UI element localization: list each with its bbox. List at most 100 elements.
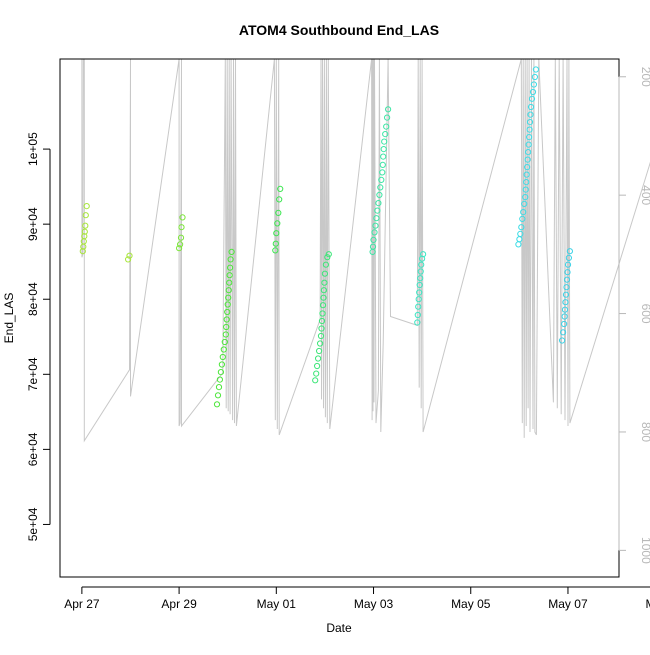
data-point	[566, 248, 574, 255]
data-point	[420, 251, 427, 258]
data-point	[214, 392, 222, 399]
y-tick-label: 6e+04	[26, 432, 40, 466]
x-tick-label: Apr 27	[64, 597, 100, 611]
data-point	[379, 169, 386, 176]
data-point	[379, 161, 386, 168]
data-point	[564, 261, 572, 268]
data-point	[524, 156, 531, 163]
right-tick-label: 800	[639, 422, 650, 442]
data-point	[523, 171, 530, 178]
data-point	[418, 261, 425, 268]
x-tick-label: May 07	[548, 597, 588, 611]
data-point	[228, 248, 235, 255]
data-points-layer	[79, 66, 574, 408]
data-point	[320, 294, 327, 301]
data-point	[277, 185, 284, 192]
data-point	[216, 376, 223, 383]
y-tick-label: 9e+04	[26, 207, 40, 241]
data-point	[525, 141, 532, 148]
data-point	[318, 317, 326, 325]
x-tick-label: May 09	[645, 597, 650, 611]
data-point	[564, 269, 571, 276]
data-point	[561, 320, 568, 328]
data-point	[417, 268, 424, 275]
data-point	[325, 251, 332, 258]
data-point	[561, 306, 569, 313]
data-point	[319, 302, 327, 309]
data-point	[318, 325, 325, 332]
data-point	[176, 245, 183, 252]
data-point	[218, 361, 225, 368]
data-point	[372, 222, 379, 229]
data-point	[224, 301, 231, 308]
y-axis-label: End_LAS	[2, 293, 16, 344]
data-point	[528, 95, 536, 102]
data-point	[369, 243, 377, 250]
data-point	[275, 209, 282, 216]
data-point	[380, 153, 387, 160]
data-point	[178, 224, 185, 231]
y-tick-label: 5e+04	[26, 507, 40, 541]
data-point	[521, 200, 528, 207]
data-point	[419, 255, 426, 262]
data-point	[385, 106, 392, 113]
data-point	[522, 186, 529, 193]
data-point	[524, 164, 531, 171]
data-point	[79, 248, 86, 255]
data-point	[274, 220, 281, 227]
data-point	[380, 146, 387, 153]
data-point	[313, 370, 320, 377]
data-point	[219, 353, 226, 361]
data-point	[519, 215, 526, 222]
data-point	[527, 103, 535, 111]
data-point	[224, 308, 231, 316]
data-point	[223, 323, 230, 331]
right-tick-label: 600	[639, 304, 650, 324]
data-point	[376, 191, 383, 198]
data-point	[530, 81, 538, 88]
data-point	[221, 338, 228, 346]
data-point	[383, 123, 390, 130]
data-point	[526, 119, 534, 126]
data-point	[213, 401, 221, 408]
data-point	[562, 299, 569, 306]
y-tick-label: 7e+04	[26, 357, 40, 391]
data-point	[273, 230, 280, 237]
data-point	[321, 270, 328, 277]
data-point	[415, 296, 422, 303]
data-point	[215, 384, 223, 391]
data-point	[525, 149, 532, 156]
data-point	[370, 236, 377, 243]
x-tick-label: May 05	[451, 597, 491, 611]
data-point	[562, 291, 570, 298]
data-point	[223, 316, 230, 323]
data-point	[415, 303, 422, 310]
data-point	[565, 254, 573, 261]
data-point	[319, 310, 326, 317]
data-point	[320, 287, 327, 294]
data-point	[520, 209, 527, 216]
data-point	[563, 276, 571, 283]
data-point	[226, 279, 233, 286]
data-point	[563, 284, 570, 291]
data-point	[177, 241, 184, 248]
data-point	[373, 215, 380, 222]
data-point	[377, 184, 384, 191]
data-point	[526, 126, 533, 133]
data-point	[382, 131, 389, 138]
data-point	[414, 311, 421, 319]
data-point	[381, 138, 388, 145]
data-point	[529, 88, 537, 96]
data-point	[522, 194, 529, 201]
axes-layer: Apr 27 Apr 29 May 01 May 03 May 05 May 07 May …	[26, 58, 650, 611]
data-point	[225, 294, 232, 301]
x-tick-label: May 01	[257, 597, 297, 611]
y-tick-label: 8e+04	[26, 282, 40, 316]
data-point	[272, 247, 279, 254]
right-tick-label: 1000	[639, 537, 650, 564]
data-point	[317, 340, 324, 347]
y-tick-label: 1e+05	[26, 132, 40, 166]
data-point	[83, 203, 90, 210]
